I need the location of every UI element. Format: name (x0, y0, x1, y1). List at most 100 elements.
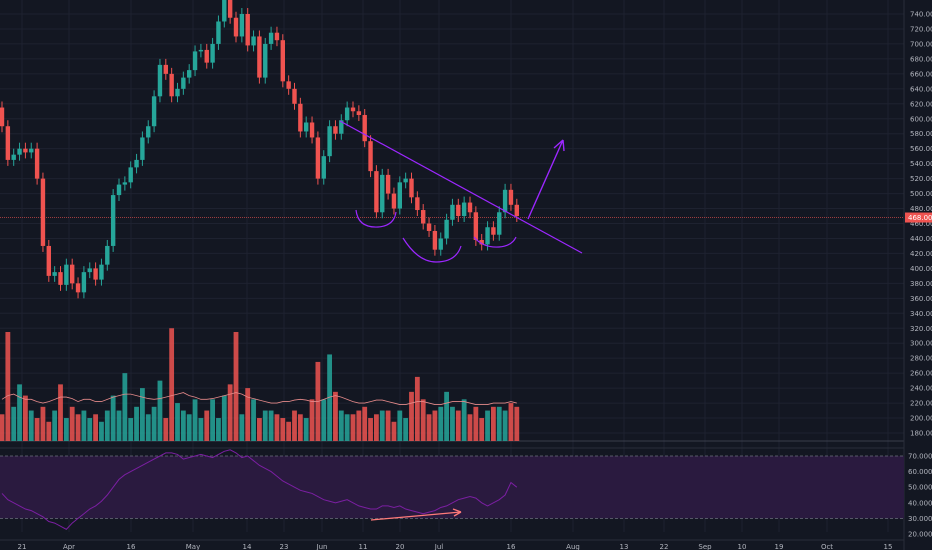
rsi-band-fill (0, 456, 904, 519)
price-tick-label: 720.00 (910, 25, 932, 33)
volume-bar (432, 410, 438, 441)
candle-body (479, 239, 484, 245)
volume-bar (368, 418, 373, 441)
price-tick-label: 260.00 (910, 370, 932, 378)
volume-bar (93, 414, 98, 441)
price-tick-label: 700.00 (910, 40, 932, 48)
candle-body (502, 189, 508, 213)
price-tick-label: 220.00 (910, 400, 932, 408)
candle-body (356, 111, 362, 116)
candle-body (40, 178, 46, 246)
candle-body (304, 122, 309, 132)
rsi-tick-label: 30.0000 (908, 515, 932, 523)
volume-bar (356, 410, 362, 441)
time-tick-label: 19 (775, 543, 784, 550)
candle-body (251, 36, 256, 46)
price-tick-label: 660.00 (910, 70, 932, 78)
volume-bar (233, 331, 239, 441)
volume-bar (450, 406, 455, 441)
price-tick-label: 740.00 (910, 11, 932, 19)
candle-body (52, 272, 57, 276)
volume-bar (309, 399, 315, 441)
price-axis[interactable]: 740.00 720.00 700.00 680.00 660.00 640.00 620.… (905, 11, 932, 438)
price-tick-label: 280.00 (910, 355, 932, 363)
volume-bar (338, 410, 344, 441)
price-tick-label: 600.00 (910, 115, 932, 123)
candle-body (81, 272, 87, 293)
candle-body (444, 219, 449, 239)
volume-bar (110, 395, 116, 441)
price-tick-label: 560.00 (910, 145, 932, 153)
candle-body (198, 49, 204, 52)
volume-bar (379, 410, 385, 441)
volume-bars (0, 328, 520, 441)
candle-body (181, 77, 186, 89)
volume-bar (344, 414, 350, 441)
volume-bar (257, 418, 262, 441)
volume-bar (157, 380, 163, 441)
volume-bar (122, 373, 128, 441)
candle-body (432, 230, 438, 250)
candle-body (426, 223, 432, 231)
breakout-arrow (527, 139, 564, 220)
volume-bar (467, 414, 473, 441)
volume-bar (327, 354, 332, 441)
trendline (339, 120, 583, 254)
price-tick-label: 440.00 (910, 235, 932, 243)
candle-body (508, 189, 514, 205)
volume-bar (69, 406, 75, 441)
candle-body (110, 195, 116, 246)
candle-body (344, 107, 350, 121)
candle-body (11, 154, 16, 160)
price-tick-label: 640.00 (910, 85, 932, 93)
candle-body (461, 202, 467, 217)
volume-bar (391, 421, 397, 441)
candle-body (309, 122, 315, 138)
candle-body (327, 126, 332, 157)
rsi-axis[interactable]: 70.0000 60.0000 50.0000 40.0000 30.0000 20.00… (908, 453, 932, 539)
candle-body (210, 43, 215, 63)
grid-lines (0, 0, 905, 550)
volume-bar (514, 406, 520, 441)
candle-body (70, 264, 75, 284)
candle-body (415, 197, 420, 211)
rsi-tick-label: 60.0000 (908, 468, 932, 476)
time-axis[interactable]: 21 Apr 16 May 14 23 Jun 11 20 Jul 16 Aug 13 22 Sep 10 19… (18, 543, 893, 550)
volume-bar (420, 399, 426, 441)
breakout-arrowhead (553, 139, 565, 152)
divergence-arrow (370, 511, 462, 521)
candle-body (362, 115, 367, 142)
volume-bar (221, 395, 227, 441)
candle-body (23, 148, 28, 153)
candle-body (64, 264, 69, 285)
volume-bar (350, 414, 356, 441)
time-tick-label: Jul (434, 543, 444, 550)
volume-bar (210, 399, 215, 441)
candle-body (333, 126, 338, 134)
candle-body (403, 178, 408, 183)
candle-body (280, 40, 285, 82)
volume-bar (292, 410, 297, 441)
volume-bar (491, 406, 496, 441)
time-tick-label: 21 (18, 543, 27, 550)
candle-body (268, 32, 274, 44)
rsi-band (0, 455, 904, 519)
volume-bar (280, 418, 286, 441)
volume-bar (169, 328, 175, 441)
volume-bar (438, 406, 444, 441)
volume-bar (245, 388, 251, 441)
volume-bar (485, 410, 490, 441)
volume-bar (374, 414, 379, 441)
volume-bar (52, 410, 58, 441)
candle-body (29, 148, 34, 153)
price-tick-label: 180.00 (910, 430, 932, 438)
divergence-arrowhead (452, 508, 462, 517)
candle-body (473, 212, 479, 240)
candle-body (93, 268, 98, 280)
time-tick-label: Jun (316, 543, 328, 550)
volume-bar (140, 388, 145, 441)
price-tick-label: 580.00 (910, 130, 932, 138)
candle-body (216, 21, 221, 44)
volume-bar (262, 410, 268, 441)
